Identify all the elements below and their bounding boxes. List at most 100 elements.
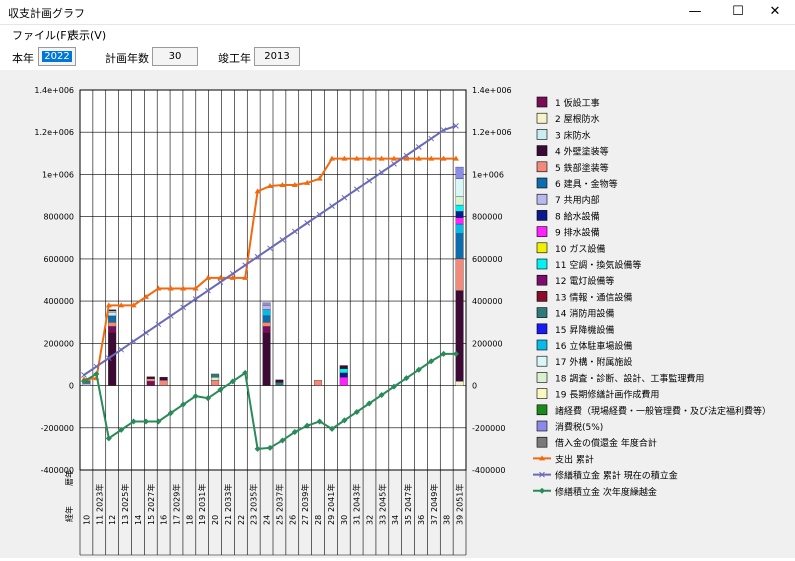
series-point xyxy=(118,346,125,353)
series-point xyxy=(229,270,236,277)
series-point xyxy=(403,375,410,382)
series-point xyxy=(391,155,397,161)
series-point xyxy=(143,329,149,336)
x-year-label: 2033年 xyxy=(223,484,233,512)
close-button[interactable]: ✕ xyxy=(769,4,781,19)
legend-swatch xyxy=(536,258,548,270)
balance-chart: 1.4e+006 1.4e+006 1.2e+006 1.2e+006 1e+006 1e… xyxy=(34,86,771,556)
series-point xyxy=(105,302,112,308)
series-point xyxy=(155,321,162,328)
series-point xyxy=(341,155,348,161)
menu-file[interactable]: ファイル(F) xyxy=(12,29,71,42)
bar-segment xyxy=(108,322,117,327)
series-point xyxy=(254,253,261,260)
series-point xyxy=(316,175,323,181)
minimize-button[interactable]: — xyxy=(688,4,702,19)
y-tick-label-right: 600000 xyxy=(472,255,503,264)
series-point xyxy=(428,155,435,161)
bar-segment xyxy=(339,368,348,374)
bar-segment xyxy=(455,178,464,197)
x-age-label: 16 xyxy=(160,515,169,525)
x-age-label: 13 xyxy=(121,515,130,525)
legend-swatch xyxy=(536,355,548,367)
bar-segment xyxy=(339,376,348,386)
series-point xyxy=(304,422,311,429)
x-age-label: 19 xyxy=(198,515,207,525)
series-point xyxy=(366,400,373,407)
menu-bar: ファイル(F) 表示(V) xyxy=(0,25,795,43)
legend-swatch xyxy=(536,404,548,416)
series-point xyxy=(366,177,373,184)
series-point xyxy=(415,155,422,161)
year-field[interactable]: 2022 xyxy=(38,47,76,66)
legend-swatch xyxy=(536,420,548,432)
series-point xyxy=(180,304,187,311)
bar-segment xyxy=(455,211,464,218)
legend-label: 修繕積立金 累計 現在の積立金 xyxy=(555,470,678,482)
legend-label: 16 立体駐車場設備 xyxy=(555,340,632,352)
x-age-label: 17 xyxy=(173,515,182,525)
x-year-label: 2047年 xyxy=(403,484,413,512)
legend-label: 19 長期修繕計画作成費用 xyxy=(555,389,659,401)
bar-segment xyxy=(455,233,464,260)
series-point xyxy=(366,155,373,161)
x-year-label: 2025年 xyxy=(120,484,130,512)
series-point xyxy=(205,287,211,294)
series-point xyxy=(403,152,410,159)
series-point xyxy=(291,182,298,187)
bar-segment xyxy=(314,380,323,386)
legend-label: 修繕積立金 次年度繰越金 xyxy=(555,486,657,498)
y-tick-label-left: 200000 xyxy=(43,339,74,348)
legend-label: 8 給水設備 xyxy=(555,210,600,222)
y-tick-label-left: -400000 xyxy=(41,466,74,475)
series-point xyxy=(291,429,298,435)
built-year-field[interactable]: 2013 xyxy=(254,47,300,66)
series-point xyxy=(155,418,162,425)
x-year-label: 2043年 xyxy=(352,484,362,512)
x-year-label: 2045年 xyxy=(377,484,387,512)
title-bar: 収支計画グラフ — ☐ ✕ xyxy=(0,0,795,25)
legend-swatch xyxy=(536,177,548,189)
series-point xyxy=(353,186,360,193)
series-point xyxy=(415,366,422,373)
series-point xyxy=(316,211,323,218)
y-tick-label-right: -400000 xyxy=(472,466,505,475)
y-tick-label-left: 0 xyxy=(69,382,74,391)
legend-label: 7 共用内部 xyxy=(555,194,600,206)
maximize-button[interactable]: ☐ xyxy=(732,4,744,19)
window-title: 収支計画グラフ xyxy=(8,7,85,20)
x-year-label: 2049年 xyxy=(429,484,439,512)
series-point xyxy=(341,194,348,201)
legend-marker xyxy=(539,471,545,478)
y-tick-label-right: 1.2e+006 xyxy=(472,128,512,137)
legend-label: 6 建具・金物等 xyxy=(555,178,618,190)
series-point xyxy=(304,220,311,226)
series-point xyxy=(242,369,249,376)
x-age-label: 18 xyxy=(185,515,194,525)
bar-segment xyxy=(262,305,271,310)
legend-label: 10 ガス設備 xyxy=(555,243,605,255)
series-point xyxy=(242,274,249,280)
legend-label: 支出 累計 xyxy=(555,453,594,465)
x-age-label: 14 xyxy=(134,515,143,525)
x-year-label: 2041年 xyxy=(326,484,336,512)
bar-segment xyxy=(262,326,271,333)
x-age-label: 29 xyxy=(327,515,336,525)
legend-label: 1 仮設工事 xyxy=(555,97,600,109)
series-point xyxy=(279,437,286,444)
series-point xyxy=(440,155,447,161)
x-age-label: 33 xyxy=(378,515,387,525)
series-point xyxy=(81,372,87,378)
series-point xyxy=(118,426,125,433)
series-point xyxy=(304,179,311,185)
bar-segment xyxy=(108,310,117,313)
legend-swatch xyxy=(536,372,548,383)
x-corner-top: 暦年 xyxy=(64,470,74,486)
bar-segment xyxy=(455,204,464,212)
plan-years-field[interactable]: 30 xyxy=(152,47,198,66)
bar-segment xyxy=(108,312,117,317)
y-tick-label-right: 0 xyxy=(472,382,477,391)
legend-marker xyxy=(539,487,545,494)
series-point xyxy=(453,123,459,129)
menu-view[interactable]: 表示(V) xyxy=(68,29,107,42)
